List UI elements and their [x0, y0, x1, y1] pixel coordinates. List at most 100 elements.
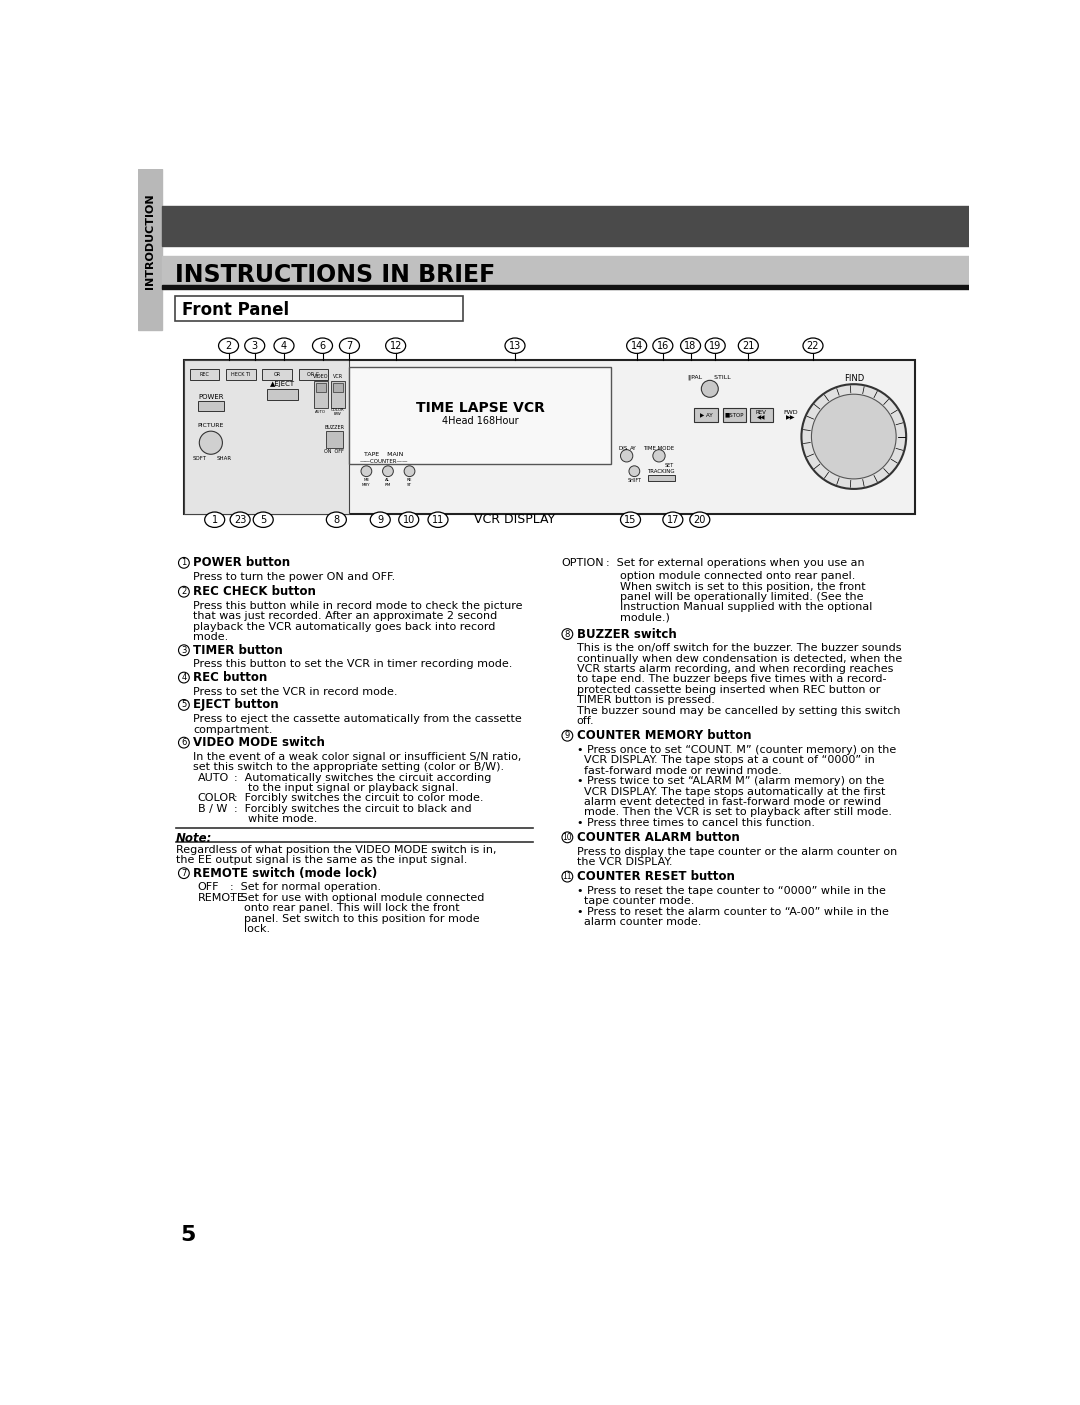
Text: option module connected onto rear panel.: option module connected onto rear panel.	[606, 572, 855, 582]
Text: 4: 4	[281, 340, 287, 351]
Circle shape	[811, 395, 896, 479]
Text: HECK TI: HECK TI	[231, 372, 251, 377]
Text: AUTO: AUTO	[315, 410, 326, 414]
Text: :  Forcibly switches the circuit to color mode.: : Forcibly switches the circuit to color…	[234, 794, 484, 804]
Ellipse shape	[739, 339, 758, 354]
Text: 10: 10	[403, 514, 415, 524]
Text: B / W: B / W	[198, 804, 227, 813]
Text: VCR DISPLAY: VCR DISPLAY	[474, 513, 555, 527]
Ellipse shape	[178, 738, 189, 747]
Text: Press this button to set the VCR in timer recording mode.: Press this button to set the VCR in time…	[193, 659, 513, 669]
Text: 16: 16	[657, 340, 669, 351]
Text: Regardless of what position the VIDEO MODE switch is in,: Regardless of what position the VIDEO MO…	[176, 844, 497, 854]
Bar	[330, 381, 345, 407]
Ellipse shape	[274, 339, 294, 354]
Text: 15: 15	[624, 514, 637, 524]
Ellipse shape	[621, 511, 640, 527]
Text: REC CHECK button: REC CHECK button	[193, 586, 316, 599]
Text: This is the on/off switch for the buzzer. The buzzer sounds: This is the on/off switch for the buzzer…	[577, 643, 901, 653]
Ellipse shape	[663, 511, 683, 527]
Circle shape	[361, 466, 372, 476]
Text: protected cassette being inserted when REC button or: protected cassette being inserted when R…	[577, 684, 880, 695]
Text: • Press twice to set “ALARM M” (alarm memory) on the: • Press twice to set “ALARM M” (alarm me…	[577, 776, 883, 787]
Text: 13: 13	[509, 340, 522, 351]
Text: ‖PAL      STILL: ‖PAL STILL	[688, 375, 731, 379]
Bar	[198, 402, 224, 412]
Text: panel will be operationally limited. (See the: panel will be operationally limited. (Se…	[606, 592, 863, 603]
Ellipse shape	[705, 339, 725, 354]
Circle shape	[404, 466, 415, 476]
Circle shape	[801, 384, 906, 489]
Text: SOFT: SOFT	[192, 455, 206, 461]
Text: 18: 18	[685, 340, 697, 351]
Ellipse shape	[312, 339, 333, 354]
Text: COUNTER RESET button: COUNTER RESET button	[577, 870, 734, 884]
Circle shape	[701, 381, 718, 398]
Text: module.): module.)	[606, 613, 670, 622]
Ellipse shape	[253, 511, 273, 527]
Text: mode.: mode.	[193, 632, 228, 642]
Ellipse shape	[399, 511, 419, 527]
Text: POWER button: POWER button	[193, 556, 291, 569]
Bar	[750, 407, 773, 422]
Text: 4Head 168Hour: 4Head 168Hour	[442, 416, 518, 426]
Text: BUZZER: BUZZER	[324, 424, 345, 430]
Text: VIDEO MODE switch: VIDEO MODE switch	[193, 736, 325, 749]
Ellipse shape	[386, 339, 406, 354]
Bar	[184, 360, 350, 514]
Ellipse shape	[680, 339, 701, 354]
Text: the VCR DISPLAY.: the VCR DISPLAY.	[577, 857, 672, 867]
Bar	[723, 407, 746, 422]
Bar	[267, 389, 298, 399]
Text: off.: off.	[577, 717, 594, 726]
Text: TIME MODE: TIME MODE	[644, 445, 675, 451]
Text: 2: 2	[226, 340, 232, 351]
Text: TAPE    MAIN: TAPE MAIN	[364, 452, 404, 457]
Text: 19: 19	[710, 340, 721, 351]
Text: • Press once to set “COUNT. M” (counter memory) on the: • Press once to set “COUNT. M” (counter …	[577, 745, 895, 754]
Ellipse shape	[178, 700, 189, 711]
Bar	[350, 367, 611, 464]
Bar	[694, 407, 717, 422]
Text: OPTION: OPTION	[562, 558, 604, 568]
Bar	[262, 368, 292, 381]
Text: :  Set for normal operation.: : Set for normal operation.	[230, 882, 381, 892]
Text: ▶ AY: ▶ AY	[700, 413, 713, 417]
Text: ON  OFF: ON OFF	[324, 450, 343, 454]
Ellipse shape	[370, 511, 390, 527]
Ellipse shape	[339, 339, 360, 354]
Text: 23: 23	[234, 514, 246, 524]
Text: AY: AY	[630, 445, 636, 451]
Ellipse shape	[562, 731, 572, 740]
Text: ——COUNTER——: ——COUNTER——	[360, 459, 408, 465]
Circle shape	[382, 466, 393, 476]
Text: 1: 1	[212, 514, 218, 524]
Text: TIMER button is pressed.: TIMER button is pressed.	[577, 695, 715, 705]
Bar	[648, 475, 675, 482]
Ellipse shape	[804, 339, 823, 354]
Text: fast-forward mode or rewind mode.: fast-forward mode or rewind mode.	[577, 766, 782, 776]
Ellipse shape	[178, 586, 189, 597]
Text: tape counter mode.: tape counter mode.	[577, 896, 694, 906]
Ellipse shape	[652, 339, 673, 354]
Ellipse shape	[178, 868, 189, 878]
Bar	[162, 205, 970, 246]
Text: AUTO: AUTO	[198, 773, 229, 783]
Bar	[138, 169, 162, 330]
Text: TIMER button: TIMER button	[193, 643, 283, 656]
Circle shape	[621, 450, 633, 462]
Bar	[333, 382, 343, 392]
Text: VIDEO: VIDEO	[313, 374, 328, 379]
Text: COUNTER ALARM button: COUNTER ALARM button	[577, 830, 740, 844]
Text: VCR DISPLAY. The tape stops automatically at the first: VCR DISPLAY. The tape stops automaticall…	[577, 787, 885, 797]
Text: FWD
▶▶: FWD ▶▶	[783, 410, 798, 420]
Ellipse shape	[562, 871, 572, 882]
Text: COLOR: COLOR	[198, 794, 237, 804]
Text: 5: 5	[180, 1225, 195, 1245]
Text: SHIFT: SHIFT	[627, 478, 642, 483]
Text: VCR DISPLAY. The tape stops at a count of “0000” in: VCR DISPLAY. The tape stops at a count o…	[577, 756, 875, 766]
Text: BUZZER switch: BUZZER switch	[577, 628, 676, 641]
Text: 6: 6	[320, 340, 325, 351]
Text: OFF: OFF	[198, 882, 219, 892]
Bar	[325, 431, 342, 448]
